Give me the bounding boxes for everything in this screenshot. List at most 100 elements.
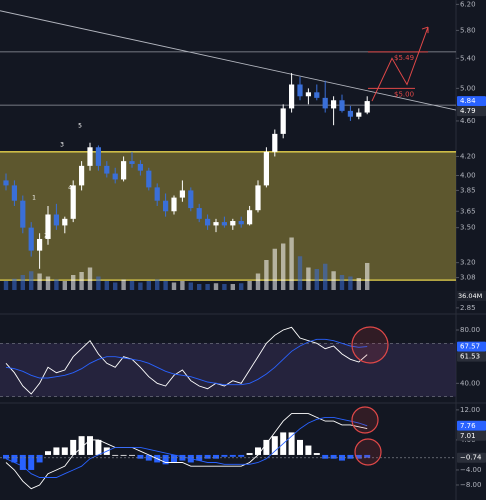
volume-bar <box>297 256 303 290</box>
candle-body <box>53 214 59 226</box>
volume-bar <box>264 260 269 290</box>
y-tick-label: 3.08 <box>460 274 476 282</box>
wave-label: 2 <box>44 233 48 240</box>
candle-body <box>163 200 169 212</box>
volume-bar <box>54 279 59 290</box>
histogram-bar <box>87 436 93 455</box>
candle-body <box>70 185 76 219</box>
volume-bar <box>37 273 42 290</box>
price-tag-label: 4.79 <box>460 107 476 115</box>
candle-body <box>171 197 177 212</box>
volume-bar <box>171 282 177 290</box>
histogram-bar <box>271 436 278 455</box>
wave-label: 4 <box>68 185 72 192</box>
volume-bar <box>188 282 193 290</box>
volume-bar <box>306 267 311 290</box>
volume-bar <box>113 282 118 290</box>
y-tick-label: −4.00 <box>460 466 481 474</box>
volume-bar <box>356 278 361 290</box>
candle-body <box>121 161 127 180</box>
volume-bar <box>29 271 34 290</box>
candle-body <box>213 222 219 226</box>
y-tick-label: 12.00 <box>460 406 480 414</box>
price-tag-label: 67.57 <box>460 343 480 351</box>
macd-line <box>5 413 368 490</box>
wave-label: 3 <box>60 142 64 149</box>
candle-body <box>247 210 253 225</box>
histogram-bar <box>297 439 303 455</box>
candle-body <box>339 100 345 111</box>
histogram-bar <box>112 454 119 456</box>
rsi-line <box>5 326 368 395</box>
histogram-bar <box>263 439 270 455</box>
histogram-bar <box>70 439 77 455</box>
candle-body <box>179 190 185 198</box>
histogram-bar <box>171 454 177 463</box>
y-tick-label: 4.00 <box>460 172 476 180</box>
price-tag <box>457 106 486 117</box>
histogram-bar <box>364 454 371 458</box>
candle-body <box>356 112 362 117</box>
histogram-bar <box>204 454 211 459</box>
candle-body <box>112 173 118 180</box>
candle-body <box>79 165 85 186</box>
wave-label: 1 <box>32 195 36 202</box>
volume-bar <box>339 275 345 290</box>
volume-bar <box>79 272 84 290</box>
volume-bar <box>281 243 286 290</box>
candle-body <box>3 180 9 186</box>
candle-body <box>28 227 34 251</box>
volume-bar <box>3 281 9 290</box>
candle-body <box>205 218 211 226</box>
y-tick-label: 2.85 <box>460 304 476 312</box>
price-tag <box>457 430 486 441</box>
histogram-bar <box>213 454 219 459</box>
candle-body <box>280 108 286 134</box>
y-tick-label: −8.00 <box>460 481 481 489</box>
histogram-bar <box>347 454 354 459</box>
histogram-bar <box>221 454 228 457</box>
candle-body <box>255 185 261 211</box>
volume-bar <box>314 269 319 290</box>
y-tick-label: 3.85 <box>460 186 476 194</box>
histogram-bar <box>313 453 320 455</box>
rsi-line <box>5 338 368 386</box>
volume-tag-label: 36.04M <box>458 292 482 300</box>
histogram-bar <box>288 432 295 455</box>
highlight-circle <box>354 438 382 466</box>
histogram-bar <box>162 454 169 465</box>
volume-bar <box>138 282 143 290</box>
y-tick-label: 80.00 <box>460 326 480 334</box>
candle-body <box>95 147 101 166</box>
histogram-bar <box>36 454 43 463</box>
rsi-band <box>0 343 456 397</box>
histogram-bar <box>137 454 144 459</box>
histogram-bar <box>255 447 261 455</box>
candle-body <box>230 221 236 226</box>
candle-body <box>322 97 328 109</box>
volume-bar <box>222 284 227 290</box>
price-tag <box>457 96 486 107</box>
price-tag-label: 7.76 <box>460 422 476 430</box>
candle-body <box>11 185 17 201</box>
candle-body <box>45 214 51 239</box>
histogram-bar <box>19 454 26 470</box>
histogram-bar <box>196 454 203 461</box>
price-tag-label: 61.53 <box>460 353 480 361</box>
histogram-bar <box>28 454 35 470</box>
candle-body <box>188 190 194 209</box>
y-tick-label: 40.00 <box>460 379 480 387</box>
y-tick-label: 3.65 <box>460 207 476 215</box>
volume-bar <box>146 281 151 290</box>
volume-bar <box>45 276 51 290</box>
target-label: $5.00 <box>394 90 414 98</box>
price-tag-label: 4.84 <box>460 97 476 105</box>
histogram-bar <box>11 454 18 463</box>
y-tick-label: 5.40 <box>460 54 476 62</box>
volume-bar <box>155 279 160 290</box>
volume-bar <box>129 281 135 290</box>
candle-body <box>364 101 370 113</box>
volume-bar <box>323 263 328 290</box>
histogram-bar <box>229 454 236 457</box>
candle-body <box>196 208 202 219</box>
